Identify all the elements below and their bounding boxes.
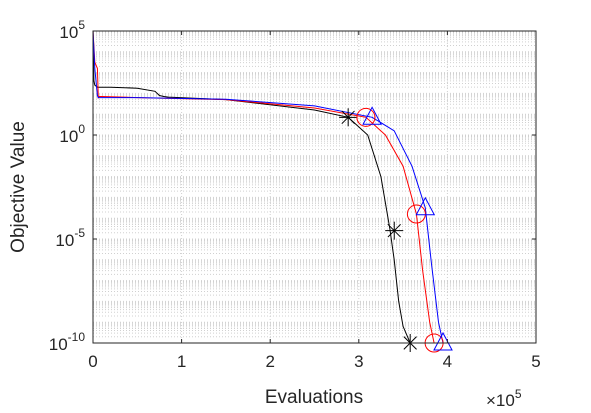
x-tick-label: 0 xyxy=(88,352,97,371)
x-tick-label: 2 xyxy=(265,352,274,371)
y-tick-label: 105 xyxy=(59,18,85,42)
asterisk-stroke xyxy=(341,110,355,125)
y-tick-base: 10 xyxy=(59,23,78,42)
x-axis-label: Evaluations xyxy=(265,387,363,408)
circle-marker xyxy=(406,204,426,224)
y-tick-exponent: -5 xyxy=(74,226,85,240)
x-multiplier-exponent: 5 xyxy=(515,387,522,401)
circle-marker xyxy=(356,107,376,127)
x-tick-label: 4 xyxy=(443,352,452,371)
y-tick-label: 100 xyxy=(59,122,85,146)
asterisk-marker xyxy=(339,108,358,127)
x-tick-label: 3 xyxy=(354,352,363,371)
x-tick-label: 1 xyxy=(177,352,186,371)
x-axis-multiplier: ×105 xyxy=(486,387,522,410)
series-layer xyxy=(92,30,444,344)
asterisk-stroke xyxy=(387,223,401,238)
x-tick-label: 5 xyxy=(531,352,540,371)
grid xyxy=(93,31,536,343)
triangle-marker xyxy=(415,196,436,216)
y-tick-label: 10-5 xyxy=(55,226,85,250)
y-tick-exponent: 0 xyxy=(78,122,85,136)
y-axis-label: Objective Value xyxy=(8,121,29,253)
asterisk-marker xyxy=(385,221,404,240)
series-line-2 xyxy=(92,30,444,344)
y-tick-base: 10 xyxy=(49,335,68,354)
y-tick-exponent: 5 xyxy=(78,18,85,32)
y-tick-base: 10 xyxy=(55,231,74,250)
y-tick-exponent: -10 xyxy=(68,330,86,344)
x-axis-ticks: 0 1 2 3 4 5 xyxy=(88,31,541,371)
triangle-marker xyxy=(362,106,382,125)
y-tick-label: 10-10 xyxy=(49,330,86,354)
x-multiplier-base: ×10 xyxy=(486,391,515,410)
y-tick-base: 10 xyxy=(59,127,78,146)
axes-box xyxy=(92,30,537,344)
